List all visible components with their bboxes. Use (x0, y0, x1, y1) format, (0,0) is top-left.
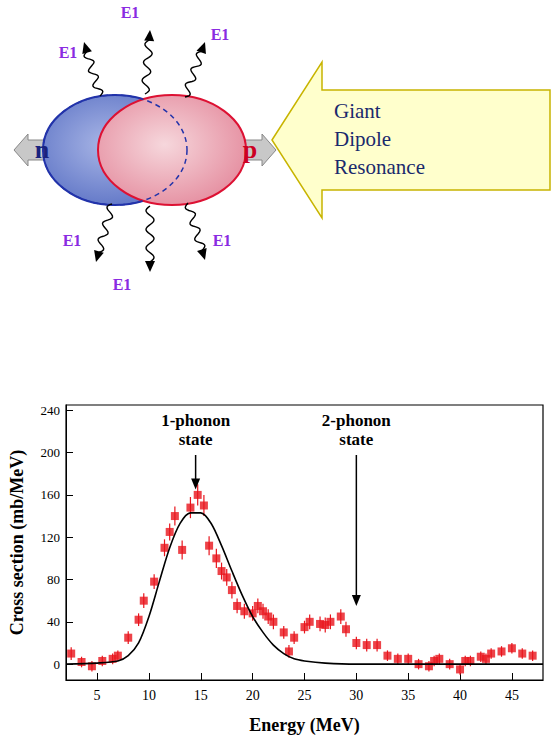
svg-text:240: 240 (41, 403, 61, 418)
svg-text:state: state (339, 430, 373, 449)
svg-text:n: n (35, 135, 50, 164)
svg-text:20: 20 (246, 688, 260, 703)
svg-text:Dipole: Dipole (334, 127, 391, 151)
svg-text:p: p (243, 135, 257, 164)
svg-text:30: 30 (349, 688, 363, 703)
svg-text:E1: E1 (113, 276, 132, 293)
svg-text:E1: E1 (213, 232, 232, 249)
svg-text:40: 40 (47, 614, 60, 629)
svg-text:E1: E1 (63, 232, 82, 249)
svg-text:2-phonon: 2-phonon (322, 411, 392, 430)
svg-text:5: 5 (94, 688, 101, 703)
svg-text:0: 0 (54, 657, 61, 672)
svg-text:Giant: Giant (334, 99, 381, 123)
svg-text:15: 15 (194, 688, 208, 703)
svg-text:35: 35 (401, 688, 415, 703)
svg-text:1-phonon: 1-phonon (161, 411, 231, 430)
svg-text:40: 40 (453, 688, 467, 703)
svg-text:120: 120 (41, 530, 61, 545)
svg-text:25: 25 (298, 688, 312, 703)
svg-text:45: 45 (505, 688, 519, 703)
svg-text:10: 10 (142, 688, 156, 703)
svg-text:Resonance: Resonance (334, 155, 425, 179)
svg-text:E1: E1 (121, 4, 140, 21)
svg-text:E1: E1 (211, 26, 230, 43)
svg-text:E1: E1 (59, 44, 78, 61)
svg-text:80: 80 (47, 572, 60, 587)
svg-text:200: 200 (41, 445, 61, 460)
svg-text:state: state (179, 430, 213, 449)
svg-text:160: 160 (41, 487, 61, 502)
svg-text:Energy (MeV): Energy (MeV) (249, 715, 359, 736)
svg-text:Cross section (mb/MeV): Cross section (mb/MeV) (7, 450, 28, 636)
